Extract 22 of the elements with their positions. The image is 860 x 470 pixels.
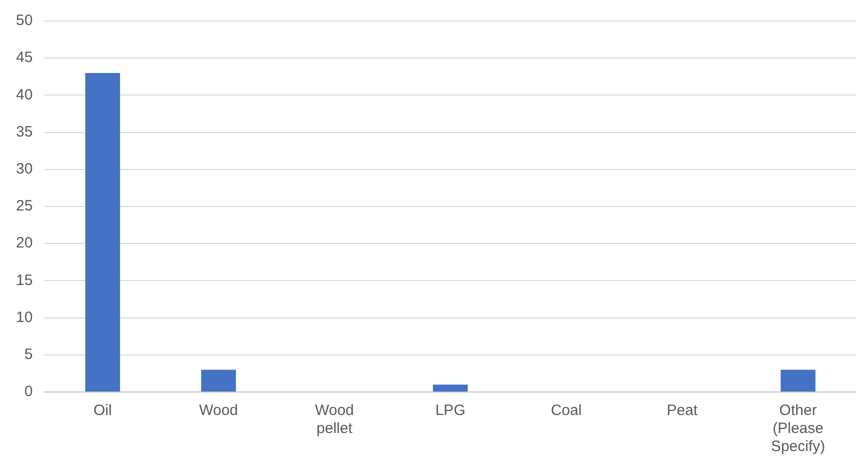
bar: [432, 384, 468, 392]
y-tick-label: 30: [16, 160, 33, 178]
x-tick-label: Coal: [550, 402, 582, 420]
x-tick-label: Peat: [666, 402, 698, 420]
y-tick-label: 10: [16, 308, 33, 326]
bar: [85, 72, 120, 392]
bar: [780, 370, 816, 392]
x-tick-label: Oil: [93, 402, 112, 420]
y-tick-label: 15: [16, 272, 33, 289]
x-tick-label: Wood pellet: [314, 402, 354, 438]
y-tick-label: 0: [24, 383, 33, 400]
x-tick-label: Wood: [199, 402, 238, 420]
y-tick-label: 45: [16, 49, 33, 66]
bar: [201, 370, 236, 392]
y-tick-label: 5: [24, 346, 33, 364]
x-tick-label: LPG: [435, 402, 466, 420]
y-tick-label: 40: [16, 86, 33, 104]
y-tick-label: 50: [16, 12, 33, 30]
x-tick-label: Other (Please Specify): [770, 402, 826, 456]
y-tick-label: 25: [16, 198, 33, 215]
y-tick-label: 35: [16, 123, 33, 140]
y-tick-label: 20: [16, 234, 33, 252]
